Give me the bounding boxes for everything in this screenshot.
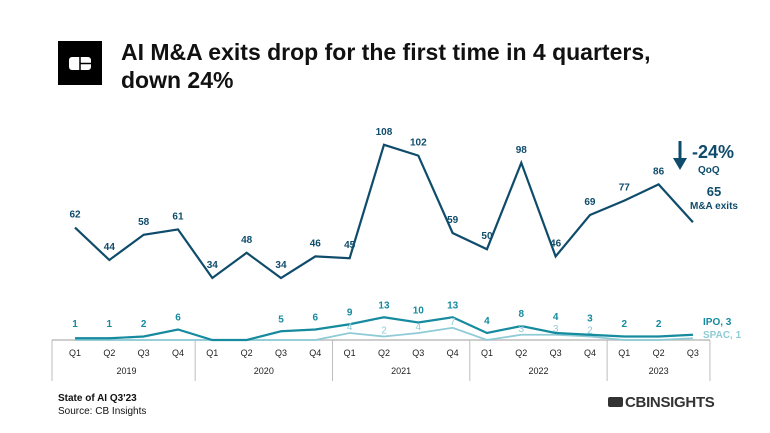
quarter-tick-label: Q2 [378, 348, 390, 358]
ipo-data-label: 4 [484, 316, 490, 327]
brand-text: CBINSIGHTS [625, 394, 715, 411]
spac-data-label: 2 [587, 326, 593, 337]
report-name: State of AI Q3'23 [58, 393, 137, 404]
ma-data-label: 45 [344, 240, 356, 251]
ma-end-value: 65 [707, 184, 721, 199]
source-note: Source: CB Insights [58, 406, 147, 417]
ma-data-label: 102 [410, 138, 427, 149]
ma-end-label: M&A exits [690, 201, 738, 212]
year-tick-label: 2020 [254, 366, 274, 376]
ma-data-label: 34 [207, 260, 219, 271]
ma-data-label: 69 [584, 197, 596, 208]
quarter-tick-label: Q1 [206, 348, 218, 358]
quarter-tick-label: Q1 [344, 348, 356, 358]
ipo-data-label: 9 [347, 307, 353, 318]
spac-data-label: 7 [450, 317, 456, 328]
logo-mark-icon [69, 57, 91, 70]
ipo-data-label: 8 [519, 309, 525, 320]
quarter-tick-label: Q4 [172, 348, 184, 358]
quarter-tick-label: Q4 [584, 348, 596, 358]
cb-logo [58, 41, 102, 85]
ma-data-label: 34 [275, 260, 287, 271]
quarter-tick-label: Q1 [618, 348, 630, 358]
ipo-data-label: 2 [656, 319, 662, 330]
title-line-1: AI M&A exits drop for the first time in … [121, 39, 651, 65]
ma-data-label: 62 [69, 210, 81, 221]
ipo-data-label: 13 [447, 300, 459, 311]
quarter-tick-label: Q2 [653, 348, 665, 358]
quarter-tick-label: Q2 [103, 348, 115, 358]
ma-data-label: 44 [104, 242, 116, 253]
ipo-data-label: 2 [621, 319, 627, 330]
brand-logo: CBINSIGHTS [608, 394, 715, 411]
quarter-tick-label: Q2 [241, 348, 253, 358]
brand-icon [608, 397, 623, 407]
spac-data-label: 3 [519, 324, 525, 335]
ipo-data-label: 3 [587, 314, 593, 325]
footer: State of AI Q3'23 Source: CB Insights [58, 392, 146, 418]
ipo-data-label: 10 [413, 306, 425, 317]
spac-data-label: 3 [553, 324, 559, 335]
ma-data-label: 46 [550, 238, 562, 249]
down-arrow-head-icon [673, 158, 687, 170]
spac-data-label: 4 [347, 322, 353, 333]
ma-data-label: 48 [241, 235, 253, 246]
ipo-data-label: 5 [278, 314, 284, 325]
ma-data-label: 61 [172, 211, 184, 222]
quarter-tick-label: Q4 [447, 348, 459, 358]
spac-data-label: 4 [416, 322, 422, 333]
quarter-tick-label: Q4 [309, 348, 321, 358]
ipo-end-label: IPO, 3 [703, 317, 732, 328]
year-tick-label: 2021 [391, 366, 411, 376]
quarter-tick-label: Q3 [138, 348, 150, 358]
quarter-tick-label: Q1 [69, 348, 81, 358]
ipo-data-label: 13 [378, 300, 390, 311]
year-tick-label: 2022 [528, 366, 548, 376]
ipo-data-label: 6 [175, 313, 181, 324]
quarter-tick-label: Q3 [412, 348, 424, 358]
page-title: AI M&A exits drop for the first time in … [121, 38, 721, 94]
ipo-data-label: 6 [313, 313, 319, 324]
quarter-tick-label: Q3 [275, 348, 287, 358]
quarter-tick-label: Q2 [515, 348, 527, 358]
change-label: -24% [692, 142, 734, 162]
change-sub-label: QoQ [698, 165, 720, 176]
ma-data-label: 58 [138, 217, 150, 228]
ma-data-label: 46 [310, 238, 322, 249]
ma-data-label: 59 [447, 215, 459, 226]
ma-data-label: 98 [516, 145, 528, 156]
ipo-data-label: 1 [107, 319, 113, 330]
ma-series-line [74, 143, 694, 280]
spac-data-label: 2 [381, 326, 387, 337]
ma-data-label: 77 [619, 183, 631, 194]
quarter-tick-label: Q1 [481, 348, 493, 358]
ma-data-label: 86 [653, 166, 665, 177]
ipo-data-label: 4 [553, 312, 559, 323]
quarter-tick-label: Q3 [550, 348, 562, 358]
year-tick-label: 2023 [649, 366, 669, 376]
spac-series-line [75, 326, 693, 341]
spac-end-label: SPAC, 1 [703, 330, 742, 341]
year-tick-label: 2019 [116, 366, 136, 376]
ipo-series-line [75, 316, 693, 342]
quarter-tick-label: Q3 [687, 348, 699, 358]
ma-data-label: 50 [481, 231, 493, 242]
ipo-data-label: 2 [141, 319, 147, 330]
title-line-2: down 24% [121, 67, 234, 93]
ipo-data-label: 1 [72, 319, 78, 330]
ma-data-label: 108 [376, 127, 393, 138]
